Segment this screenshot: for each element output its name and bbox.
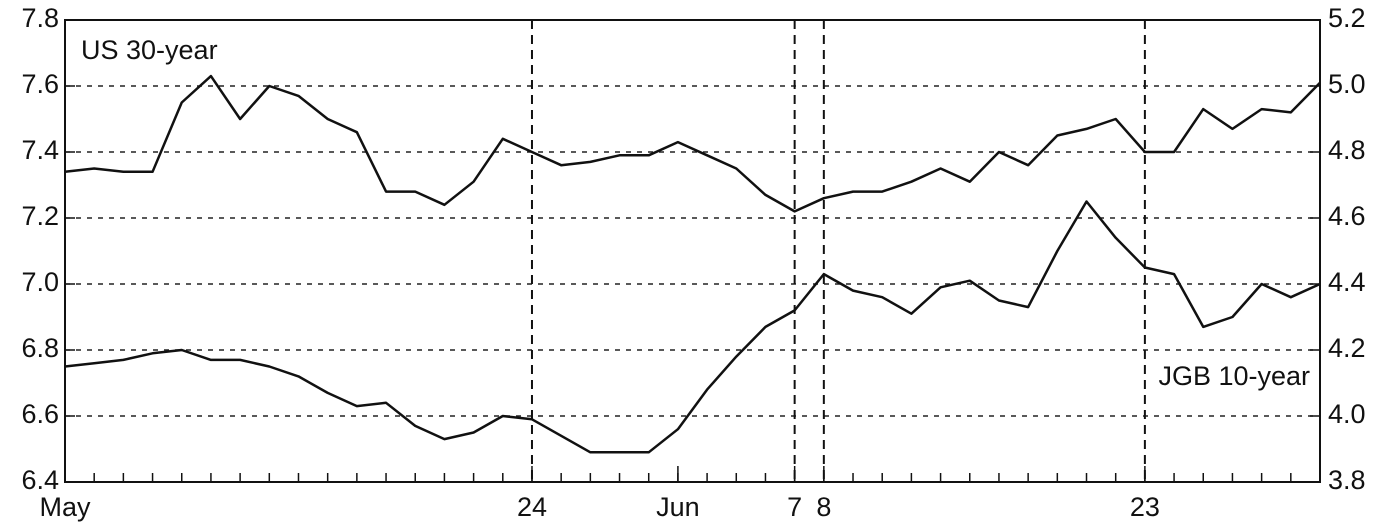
plot-frame: [64, 19, 1321, 483]
x-tick-label: May: [39, 492, 91, 522]
y-tick-label: 7.8: [21, 3, 59, 33]
series-line: [64, 74, 1321, 213]
y2-tick-label: 5.0: [1328, 69, 1366, 99]
y2-tick-label: 4.8: [1328, 135, 1366, 165]
x-tick-label: 8: [816, 492, 831, 522]
y2-tick-label: 4.2: [1328, 333, 1366, 363]
series-line: [64, 200, 1321, 454]
y2-tick-label: 3.8: [1328, 465, 1366, 495]
series-label: US 30-year: [81, 35, 218, 65]
series-label: JGB 10-year: [1158, 361, 1310, 391]
x-tick-label: 23: [1130, 492, 1160, 522]
y-tick-label: 7.0: [21, 267, 59, 297]
y2-tick-label: 4.6: [1328, 201, 1366, 231]
y-tick-label: 7.6: [21, 69, 59, 99]
x-tick-label: Jun: [656, 492, 700, 522]
y2-tick-label: 4.0: [1328, 399, 1366, 429]
y-tick-label: 6.4: [21, 465, 59, 495]
y-tick-label: 6.6: [21, 399, 59, 429]
y2-tick-label: 4.4: [1328, 267, 1366, 297]
x-tick-label: 7: [787, 492, 802, 522]
y-tick-label: 7.2: [21, 201, 59, 231]
y-tick-label: 7.4: [21, 135, 59, 165]
y2-tick-label: 5.2: [1328, 3, 1366, 33]
x-tick-label: 24: [517, 492, 547, 522]
y-tick-label: 6.8: [21, 333, 59, 363]
